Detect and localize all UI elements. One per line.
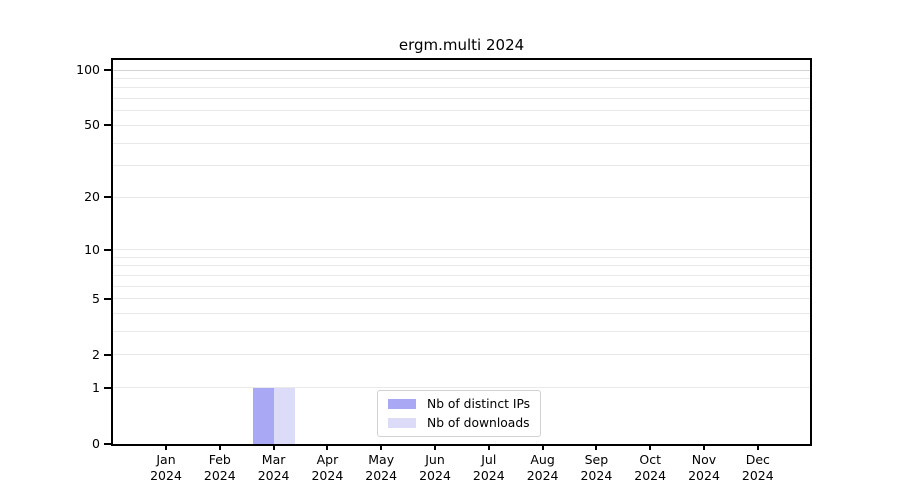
chart-title: ergm.multi 2024 (398, 36, 525, 54)
gridline-2 (113, 354, 810, 356)
month-label: Feb (208, 452, 231, 467)
month-label: May (368, 452, 395, 467)
legend-swatch-nb-of-downloads (388, 418, 416, 428)
y-axis-label-50: 50 (84, 117, 100, 133)
x-axis-tick-jan (165, 444, 167, 450)
month-label: Sep (584, 452, 609, 467)
y-axis-tick-100 (104, 69, 111, 71)
year-label: 2024 (257, 468, 290, 483)
month-label: Nov (691, 452, 717, 467)
gridline-30 (113, 165, 810, 167)
legend-item-nb-of-distinct-ips: Nb of distinct IPs (384, 396, 534, 412)
legend-label-nb-of-downloads: Nb of downloads (427, 416, 530, 430)
year-label: 2024 (150, 468, 182, 483)
legend-label-nb-of-distinct-ips: Nb of distinct IPs (427, 397, 531, 411)
gridline-60 (113, 110, 810, 112)
y-axis-label-0: 0 (92, 436, 100, 451)
month-label: Jun (425, 452, 445, 467)
gridline-90 (113, 77, 810, 79)
legend: Nb of distinct IPs Nb of downloads (377, 390, 542, 437)
gridline-3 (113, 331, 810, 333)
y-axis-tick-2 (104, 353, 111, 356)
year-label: 2024 (688, 468, 720, 483)
x-axis-tick-nov (703, 444, 705, 450)
x-axis-label-oct: Oct 2024 (622, 452, 678, 484)
x-axis-tick-dec (756, 444, 759, 450)
month-label: Jul (481, 452, 497, 467)
year-label: 2024 (419, 468, 451, 483)
month-label: Mar (261, 452, 286, 467)
gridline-7 (113, 274, 810, 276)
bar-nb-of-distinct-ips-mar-2024 (252, 387, 274, 444)
year-label: 2024 (580, 468, 613, 483)
x-axis-label-jul: Jul 2024 (461, 452, 517, 484)
gridline-6 (113, 285, 810, 287)
x-axis-tick-jun (434, 444, 436, 450)
y-axis-tick-20 (104, 196, 111, 199)
year-label: 2024 (365, 468, 398, 483)
x-axis-label-sep: Sep 2024 (568, 452, 624, 484)
y-axis-label-2: 2 (92, 346, 100, 362)
plot-area: Nb of distinct IPs Nb of downloads (113, 60, 810, 444)
y-axis-label-1: 1 (92, 379, 100, 395)
year-label: 2024 (634, 468, 667, 483)
gridline-8 (113, 265, 810, 267)
x-axis-label-dec: Dec 2024 (730, 452, 786, 484)
y-axis-label-100: 100 (76, 62, 100, 77)
year-label: 2024 (526, 468, 559, 483)
year-label: 2024 (311, 468, 344, 483)
y-axis-tick-50 (104, 124, 111, 127)
x-axis-label-jan: Jan 2024 (138, 452, 194, 484)
x-axis-tick-may (380, 444, 383, 450)
year-label: 2024 (203, 468, 236, 483)
x-axis-label-mar: Mar 2024 (246, 452, 302, 484)
x-axis-label-apr: Apr 2024 (299, 452, 355, 484)
x-axis-label-jun: Jun 2024 (407, 452, 463, 484)
gridline-4 (113, 313, 810, 315)
legend-item-nb-of-downloads: Nb of downloads (384, 415, 534, 431)
x-axis-tick-apr (326, 444, 329, 450)
year-label: 2024 (741, 468, 774, 483)
month-label: Oct (639, 452, 661, 467)
y-axis-tick-0 (104, 443, 111, 445)
gridline-50 (113, 124, 810, 126)
x-axis-tick-jul (487, 444, 490, 450)
x-axis-tick-mar (272, 444, 275, 450)
gridline-5 (113, 298, 810, 300)
gridline-80 (113, 87, 810, 89)
gridline-10 (113, 249, 810, 251)
x-axis-label-feb: Feb 2024 (192, 452, 248, 484)
y-axis-label-10: 10 (84, 241, 100, 257)
x-axis-tick-oct (649, 444, 652, 450)
x-axis-label-aug: Aug 2024 (515, 452, 571, 484)
legend-swatch-nb-of-distinct-ips (388, 399, 416, 409)
x-axis-tick-sep (595, 444, 598, 450)
x-axis-label-nov: Nov 2024 (676, 452, 732, 484)
gridline-70 (113, 98, 810, 100)
month-label: Aug (530, 452, 555, 467)
month-label: Jan (156, 452, 176, 467)
gridline-100 (113, 69, 810, 71)
y-axis-label-5: 5 (92, 290, 100, 306)
x-axis-tick-aug (541, 444, 544, 450)
year-label: 2024 (472, 468, 505, 483)
y-axis-tick-1 (104, 386, 111, 389)
month-label: Dec (745, 452, 770, 467)
y-axis-tick-10 (104, 248, 111, 251)
y-axis-tick-5 (104, 297, 111, 300)
x-axis-tick-feb (218, 444, 221, 450)
bar-nb-of-downloads-mar-2024 (273, 387, 295, 444)
month-label: Apr (316, 452, 339, 467)
gridline-20 (113, 196, 810, 198)
gridline-9 (113, 256, 810, 258)
y-axis-label-20: 20 (84, 189, 100, 205)
gridline-40 (113, 142, 810, 144)
x-axis-label-may: May 2024 (353, 452, 409, 484)
gridline-1 (113, 387, 810, 389)
